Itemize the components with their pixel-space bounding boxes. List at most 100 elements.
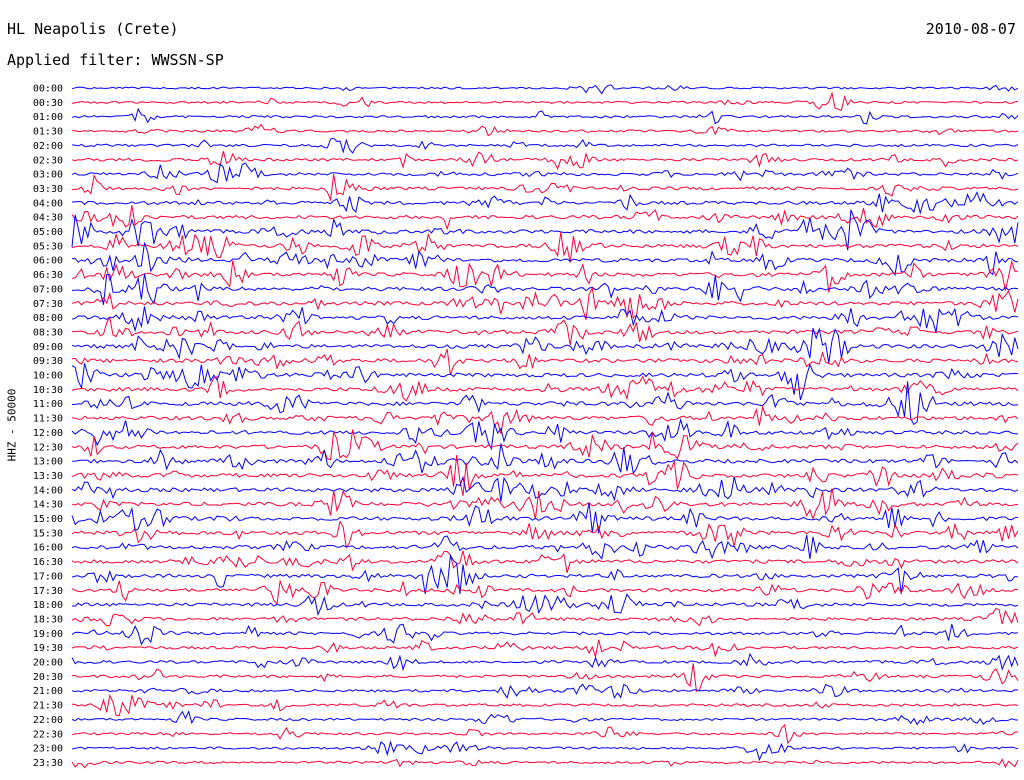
trace-line <box>71 348 1019 376</box>
trace-line <box>71 162 1019 184</box>
filter-label: Applied filter: WWSSN-SP <box>7 51 224 69</box>
row-time-label: 17:00 <box>33 571 63 582</box>
trace-line <box>71 137 1019 154</box>
row-time-label: 02:00 <box>33 141 63 152</box>
date-label: 2010-08-07 <box>925 20 1016 38</box>
row-time-label: 00:30 <box>33 98 63 109</box>
row-time-label: 08:30 <box>33 327 63 338</box>
trace-line <box>71 232 1019 263</box>
trace-line <box>71 375 1019 402</box>
trace-line <box>71 443 1019 475</box>
trace-line <box>71 84 1019 95</box>
trace-line <box>71 607 1019 627</box>
row-time-label: 23:30 <box>33 758 63 769</box>
trace-line <box>71 327 1019 364</box>
trace-line <box>71 316 1019 345</box>
trace-line <box>71 417 1019 451</box>
row-time-label: 13:00 <box>33 457 63 468</box>
trace-line <box>71 553 1019 595</box>
row-time-label: 00:00 <box>33 84 63 95</box>
trace-line <box>71 623 1019 646</box>
trace-line <box>71 205 1019 231</box>
row-time-label: 16:00 <box>33 543 63 554</box>
row-time-label: 21:30 <box>33 701 63 712</box>
row-time-label: 11:00 <box>33 399 63 410</box>
row-time-label: 17:30 <box>33 586 63 597</box>
trace-line <box>71 405 1019 434</box>
trace-line <box>71 191 1019 215</box>
row-time-label: 21:00 <box>33 686 63 697</box>
row-time-label: 09:00 <box>33 342 63 353</box>
row-time-label: 19:30 <box>33 643 63 654</box>
trace-line <box>71 550 1019 573</box>
row-time-label: 05:30 <box>33 241 63 252</box>
trace-line <box>72 242 1019 277</box>
row-time-label: 11:30 <box>33 414 63 425</box>
row-time-label: 03:30 <box>33 184 63 195</box>
trace-line <box>71 723 1019 745</box>
row-time-label: 22:00 <box>33 715 63 726</box>
trace-line <box>71 306 1019 333</box>
trace-line <box>71 173 1019 202</box>
row-time-label: 07:30 <box>33 299 63 310</box>
row-time-label: 05:00 <box>33 227 63 238</box>
trace-line <box>71 151 1019 170</box>
trace-line <box>71 123 1019 137</box>
trace-line <box>71 273 1019 305</box>
row-time-label: 01:00 <box>33 112 63 123</box>
row-time-label: 09:30 <box>33 356 63 367</box>
station-title: HL Neapolis (Crete) <box>7 20 179 38</box>
row-time-label: 04:30 <box>33 213 63 224</box>
row-time-label: 15:30 <box>33 528 63 539</box>
row-time-label: 22:30 <box>33 729 63 740</box>
row-time-label: 06:30 <box>33 270 63 281</box>
row-time-label: 16:30 <box>33 557 63 568</box>
row-time-label: 08:00 <box>33 313 63 324</box>
trace-line <box>71 710 1019 726</box>
trace-line <box>71 534 1019 560</box>
trace-line <box>71 652 1019 672</box>
row-time-label: 06:00 <box>33 256 63 267</box>
row-time-label: 14:30 <box>33 500 63 511</box>
row-time-label: 12:00 <box>33 428 63 439</box>
trace-line <box>71 758 1019 769</box>
trace-line <box>71 286 1019 320</box>
row-time-label: 01:30 <box>33 127 63 138</box>
trace-line <box>71 475 1019 502</box>
trace-line <box>71 209 1019 251</box>
row-time-label: 18:30 <box>33 614 63 625</box>
trace-line <box>71 593 1019 617</box>
trace-line <box>71 429 1019 461</box>
trace-line <box>71 639 1019 658</box>
trace-line <box>71 107 1019 125</box>
row-time-label: 13:30 <box>33 471 63 482</box>
row-time-label: 19:00 <box>33 629 63 640</box>
row-time-label: 20:00 <box>33 658 63 669</box>
row-time-label: 12:30 <box>33 442 63 453</box>
trace-line <box>71 663 1019 692</box>
row-time-label: 03:00 <box>33 170 63 181</box>
trace-line <box>71 579 1019 605</box>
trace-line <box>71 488 1019 521</box>
trace-line <box>71 363 1019 401</box>
row-time-label: 04:00 <box>33 198 63 209</box>
trace-line <box>71 91 1019 111</box>
trace-line <box>71 693 1019 717</box>
row-time-label: 07:00 <box>33 284 63 295</box>
row-time-label: 18:00 <box>33 600 63 611</box>
trace-line <box>71 520 1019 549</box>
trace-line <box>71 683 1019 699</box>
row-time-label: 10:30 <box>33 385 63 396</box>
row-time-label: 10:00 <box>33 371 63 382</box>
row-time-label: 20:30 <box>33 672 63 683</box>
trace-line <box>71 455 1019 496</box>
row-time-label: 02:30 <box>33 155 63 166</box>
row-time-label: 23:00 <box>33 744 63 755</box>
trace-line <box>71 502 1019 534</box>
row-time-label: 14:00 <box>33 485 63 496</box>
trace-line <box>71 740 1019 762</box>
trace-line <box>71 259 1019 293</box>
trace-line <box>71 381 1019 426</box>
row-time-label: 15:00 <box>33 514 63 525</box>
